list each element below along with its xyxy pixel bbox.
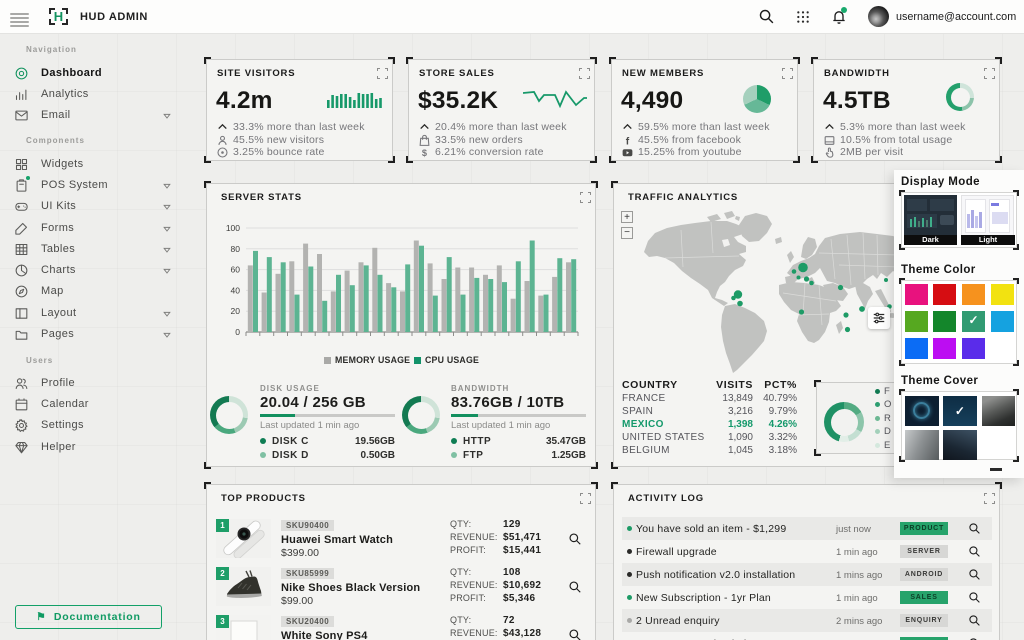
svg-text:f: f — [626, 136, 630, 147]
svg-text:100: 100 — [226, 223, 240, 233]
svg-text:60: 60 — [231, 265, 241, 275]
svg-text:$: $ — [422, 148, 427, 158]
svg-text:80: 80 — [231, 244, 241, 254]
svg-text:20: 20 — [231, 306, 241, 316]
svg-text:0: 0 — [235, 327, 240, 337]
svg-text:40: 40 — [231, 285, 241, 295]
